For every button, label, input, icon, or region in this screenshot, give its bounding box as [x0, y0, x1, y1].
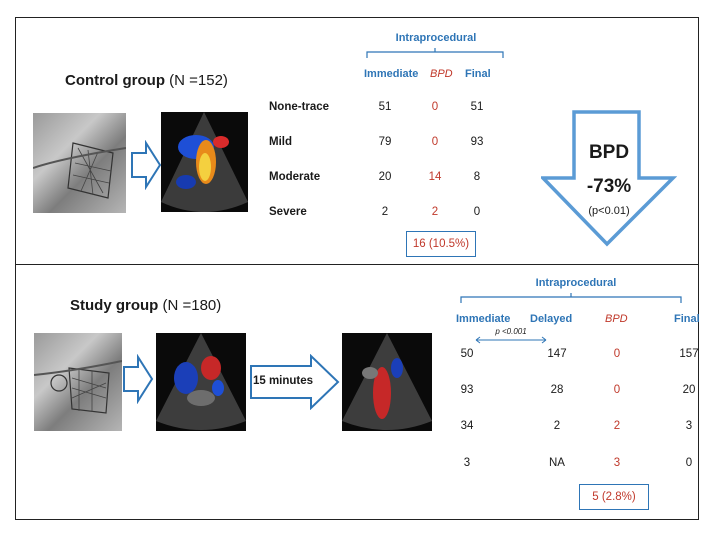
fifteen-minutes-arrow-icon — [250, 354, 340, 410]
table-cell: 20 — [682, 384, 696, 396]
row-label: Moderate — [269, 171, 321, 183]
row-label: Mild — [269, 136, 292, 148]
study-col-final: Final — [674, 313, 700, 325]
row-label: Severe — [269, 206, 307, 218]
control-header-bracket — [366, 48, 504, 58]
control-bpd-total-box: 16 (10.5%) — [406, 231, 476, 257]
row-label: None-trace — [269, 101, 330, 113]
table-cell: 50 — [460, 348, 474, 360]
study-echo-delayed-image — [342, 333, 432, 431]
table-cell: 0 — [473, 206, 481, 218]
table-cell: 0 — [685, 457, 693, 469]
reduction-label: BPD — [588, 142, 630, 163]
table-cell: NA — [549, 457, 565, 469]
study-col-bpd: BPD — [605, 313, 628, 325]
control-echo-image — [161, 112, 248, 212]
study-col-delayed: Delayed — [530, 313, 573, 325]
table-cell-bpd: 2 — [613, 420, 621, 432]
table-cell-bpd: 0 — [613, 348, 621, 360]
study-echo-immediate-image — [156, 333, 246, 431]
control-col-immediate: Immediate — [364, 68, 419, 80]
valve-frame-drawing — [32, 142, 127, 199]
table-cell: 51 — [378, 101, 392, 113]
table-cell: 2 — [553, 420, 561, 432]
valve-frame-drawing — [33, 360, 123, 414]
table-cell: 157 — [679, 348, 699, 360]
reduction-pvalue: (p<0.01) — [588, 205, 630, 217]
table-cell: 34 — [460, 420, 474, 432]
table-cell: 93 — [470, 136, 484, 148]
table-cell-bpd: 0 — [613, 384, 621, 396]
table-cell-bpd: 0 — [431, 101, 439, 113]
table-cell: 147 — [547, 348, 567, 360]
table-cell: 2 — [381, 206, 389, 218]
fifteen-minutes-label: 15 minutes — [252, 375, 314, 387]
control-col-final: Final — [465, 68, 491, 80]
study-pvalue-note: p <0.001 — [495, 327, 527, 336]
control-col-bpd: BPD — [430, 68, 453, 80]
table-cell-bpd: 3 — [613, 457, 621, 469]
table-cell: 28 — [550, 384, 564, 396]
control-arrow-icon — [131, 140, 162, 190]
study-fluoroscopy-image — [33, 333, 123, 431]
study-intraprocedural-header: Intraprocedural — [535, 277, 617, 289]
table-cell: 79 — [378, 136, 392, 148]
table-cell: 3 — [463, 457, 471, 469]
study-col-immediate: Immediate — [456, 313, 511, 325]
reduction-value: -73% — [586, 176, 632, 197]
table-cell-bpd: 14 — [428, 171, 442, 183]
table-cell: 93 — [460, 384, 474, 396]
table-cell-bpd: 0 — [431, 136, 439, 148]
control-group-title: Control group (N =152) — [65, 72, 228, 89]
study-header-bracket — [460, 293, 682, 303]
control-intraprocedural-header: Intraprocedural — [395, 32, 477, 44]
reduction-down-arrow-icon — [541, 110, 677, 247]
study-group-title: Study group (N =180) — [70, 297, 222, 314]
table-cell: 51 — [470, 101, 484, 113]
control-fluoroscopy-image — [32, 113, 127, 213]
table-cell-bpd: 2 — [431, 206, 439, 218]
table-cell: 3 — [685, 420, 693, 432]
table-cell: 8 — [473, 171, 481, 183]
p-value-double-arrow-icon — [475, 336, 547, 344]
study-arrow-icon — [123, 354, 154, 404]
study-bpd-total-box: 5 (2.8%) — [579, 484, 649, 510]
table-cell: 20 — [378, 171, 392, 183]
